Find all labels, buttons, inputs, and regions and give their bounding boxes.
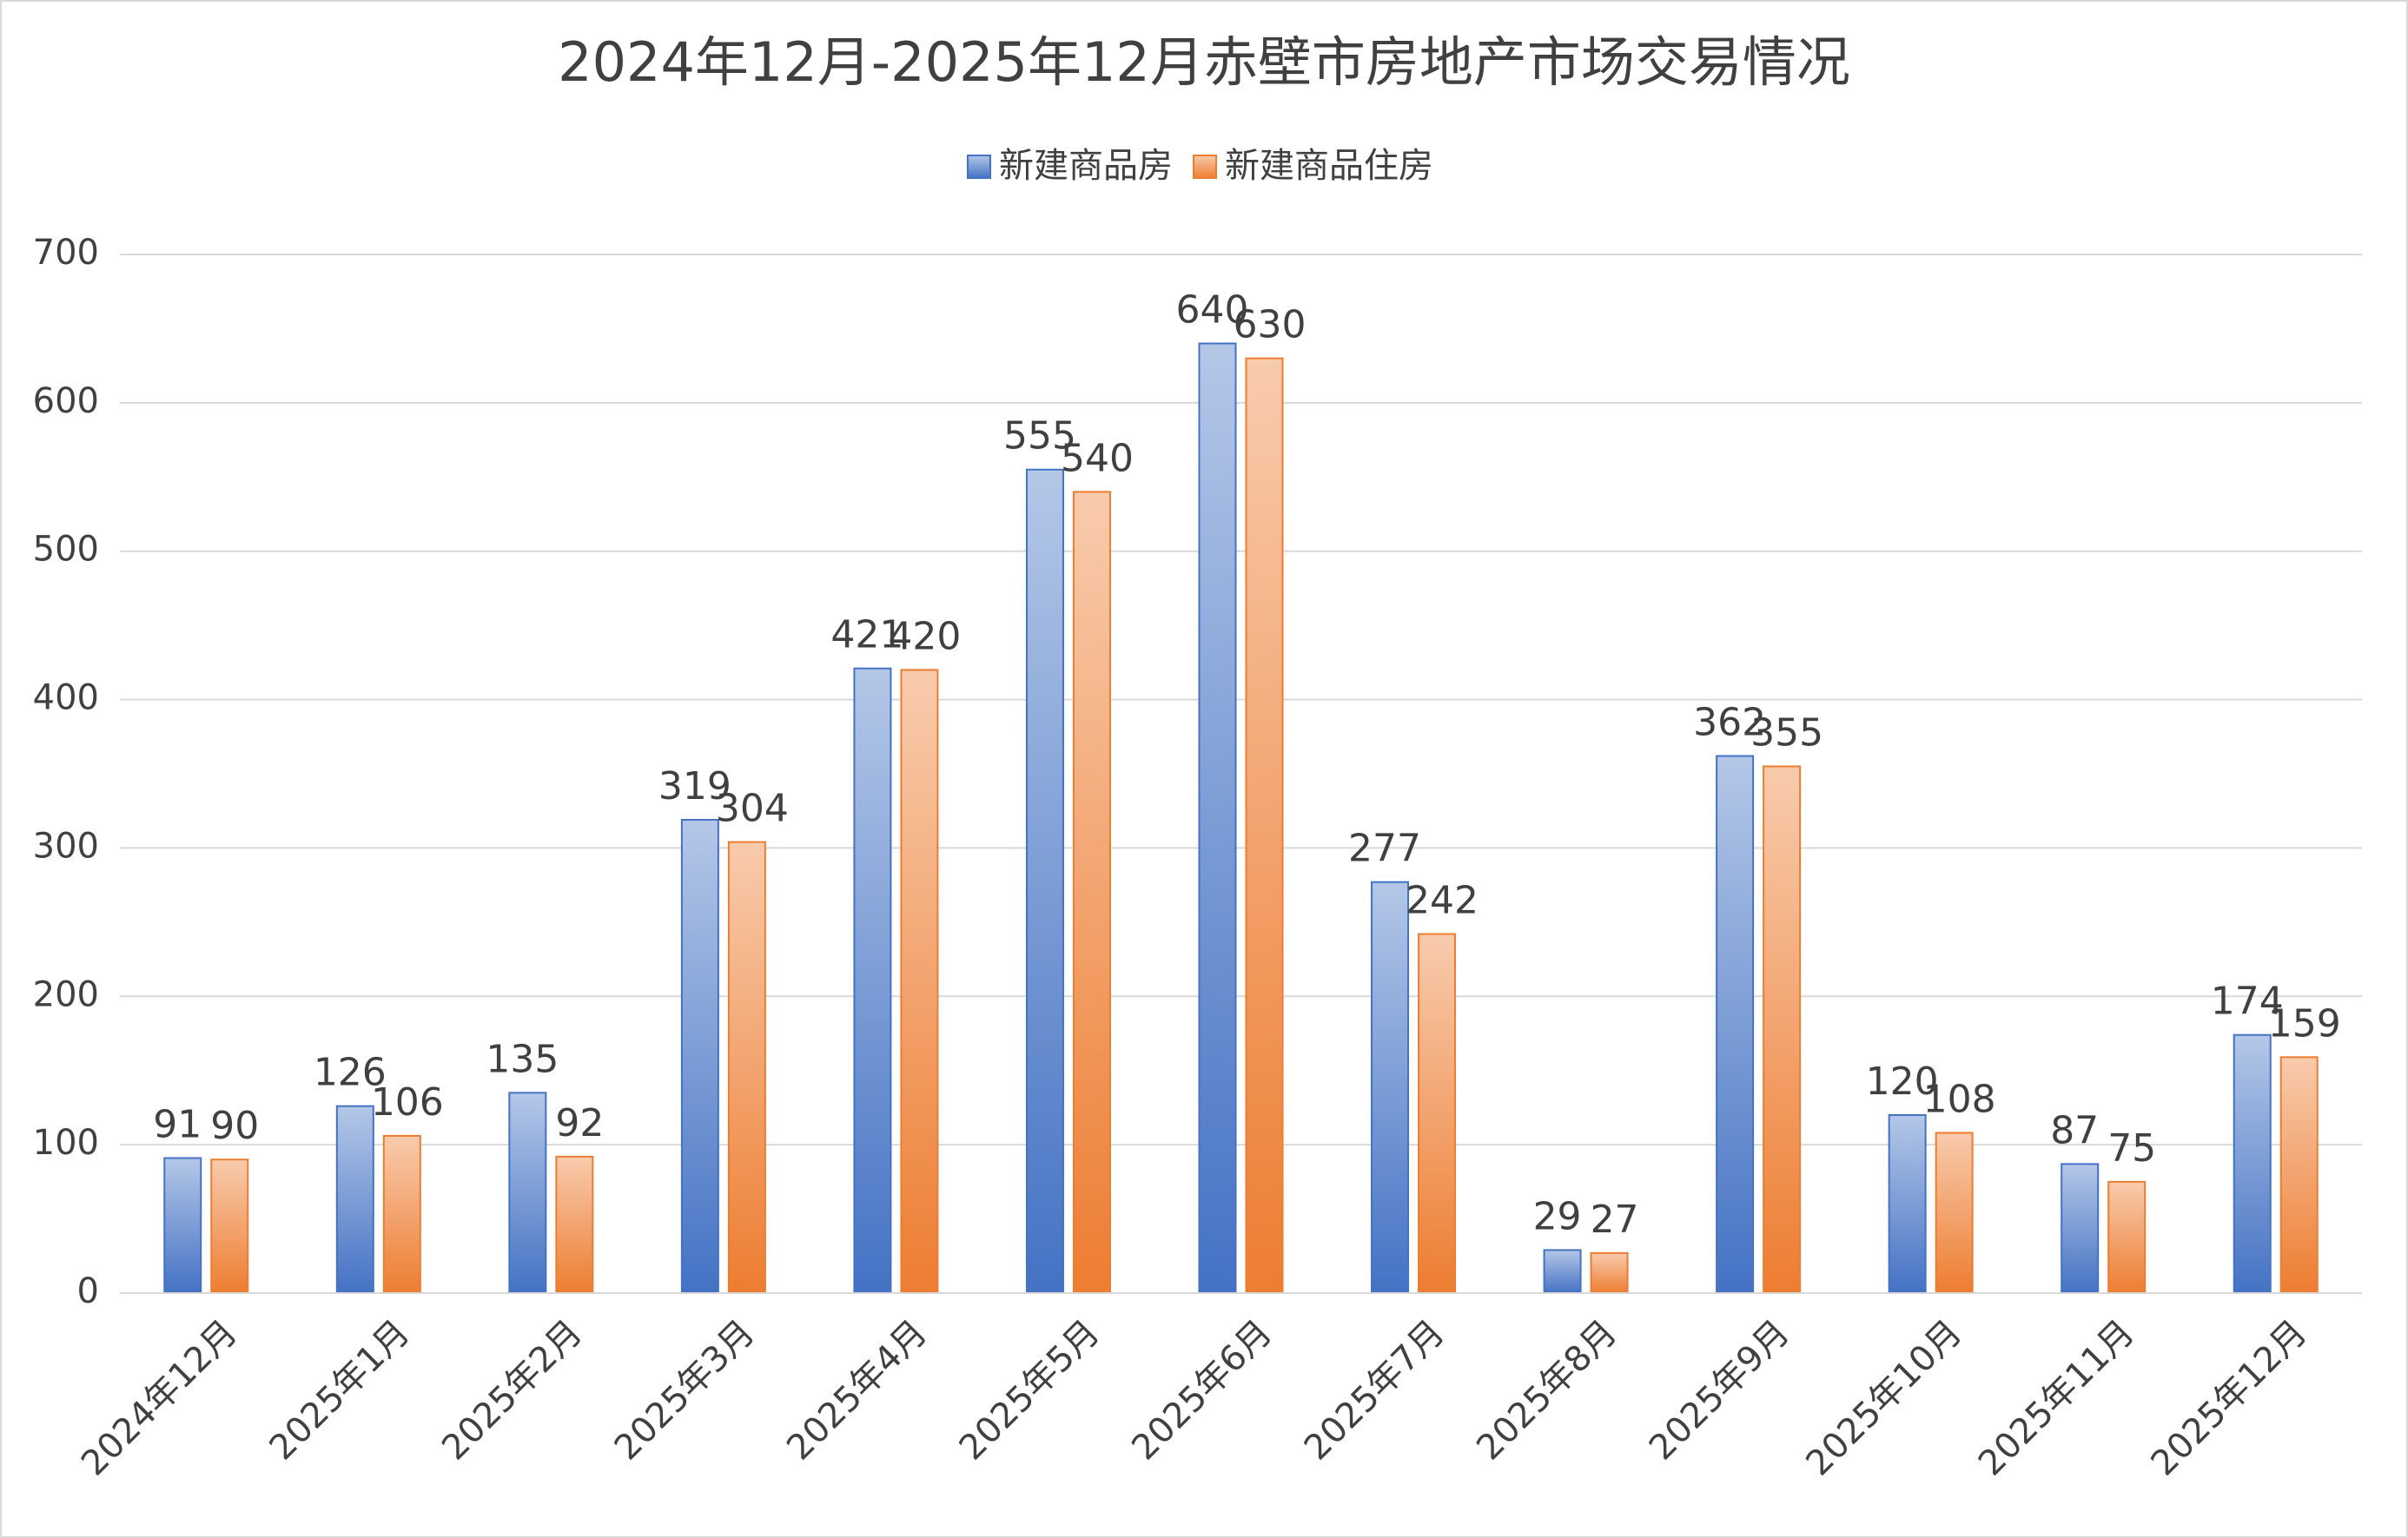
- y-tick-label: 400: [33, 678, 99, 718]
- y-tick-label: 600: [33, 381, 99, 421]
- data-label: 87: [2050, 1108, 2099, 1152]
- data-label: 126: [314, 1051, 387, 1095]
- data-label: 108: [1923, 1077, 1996, 1121]
- data-label: 319: [658, 764, 731, 809]
- bar: [335, 1105, 374, 1294]
- data-label: 242: [1406, 879, 1479, 923]
- bar: [1072, 491, 1111, 1294]
- bar: [2233, 1033, 2272, 1295]
- bar: [1418, 933, 1457, 1295]
- data-label: 304: [716, 787, 789, 831]
- data-label: 362: [1693, 700, 1766, 744]
- bar: [1371, 881, 1410, 1294]
- chart-title: 2024年12月-2025年12月赤壁市房地产市场交易情况: [558, 30, 1850, 94]
- data-label: 120: [1866, 1059, 1939, 1104]
- data-label: 92: [555, 1101, 604, 1145]
- bar: [555, 1155, 594, 1294]
- bar: [382, 1134, 421, 1295]
- bar: [2279, 1056, 2319, 1295]
- data-label: 90: [210, 1104, 259, 1148]
- data-label: 29: [1533, 1194, 1582, 1238]
- bar: [1198, 342, 1237, 1294]
- bar: [680, 818, 719, 1294]
- legend-label: 新建商品房: [999, 146, 1173, 186]
- bar: [1716, 755, 1755, 1294]
- legend-swatch: [1193, 155, 1217, 179]
- bar: [1935, 1132, 1974, 1294]
- y-tick-label: 300: [33, 826, 99, 866]
- data-label: 640: [1176, 288, 1249, 333]
- bar: [2061, 1163, 2100, 1294]
- bar: [1763, 765, 1802, 1294]
- data-label: 355: [1750, 710, 1823, 755]
- y-tick-label: 100: [33, 1123, 99, 1163]
- data-label: 159: [2268, 1001, 2341, 1046]
- data-label: 540: [1061, 436, 1134, 480]
- data-label: 630: [1234, 303, 1307, 347]
- data-label: 420: [888, 614, 961, 658]
- y-tick-label: 700: [33, 233, 99, 273]
- bar: [1025, 468, 1064, 1294]
- bar: [1590, 1251, 1629, 1294]
- data-label: 75: [2107, 1126, 2156, 1171]
- bar: [853, 667, 892, 1294]
- y-tick-label: 500: [33, 530, 99, 570]
- bar: [508, 1092, 547, 1295]
- data-label: 174: [2211, 980, 2284, 1024]
- y-tick-label: 200: [33, 974, 99, 1014]
- data-label: 555: [1003, 414, 1076, 459]
- data-label: 27: [1591, 1198, 1639, 1242]
- data-label: 135: [486, 1037, 559, 1081]
- data-label: 91: [153, 1103, 202, 1147]
- bar: [2107, 1180, 2147, 1295]
- legend-swatch: [967, 155, 991, 179]
- data-label: 421: [830, 613, 903, 657]
- bar: [900, 669, 939, 1294]
- data-label: 277: [1348, 827, 1421, 871]
- data-label: 106: [371, 1080, 444, 1125]
- y-tick-label: 0: [77, 1271, 99, 1311]
- bar: [163, 1157, 202, 1295]
- bar: [1543, 1249, 1582, 1294]
- bar: [1888, 1113, 1927, 1294]
- bar: [210, 1158, 249, 1294]
- bar: [1245, 357, 1284, 1295]
- bar: [727, 841, 766, 1294]
- legend-label: 新建商品住房: [1225, 146, 1433, 186]
